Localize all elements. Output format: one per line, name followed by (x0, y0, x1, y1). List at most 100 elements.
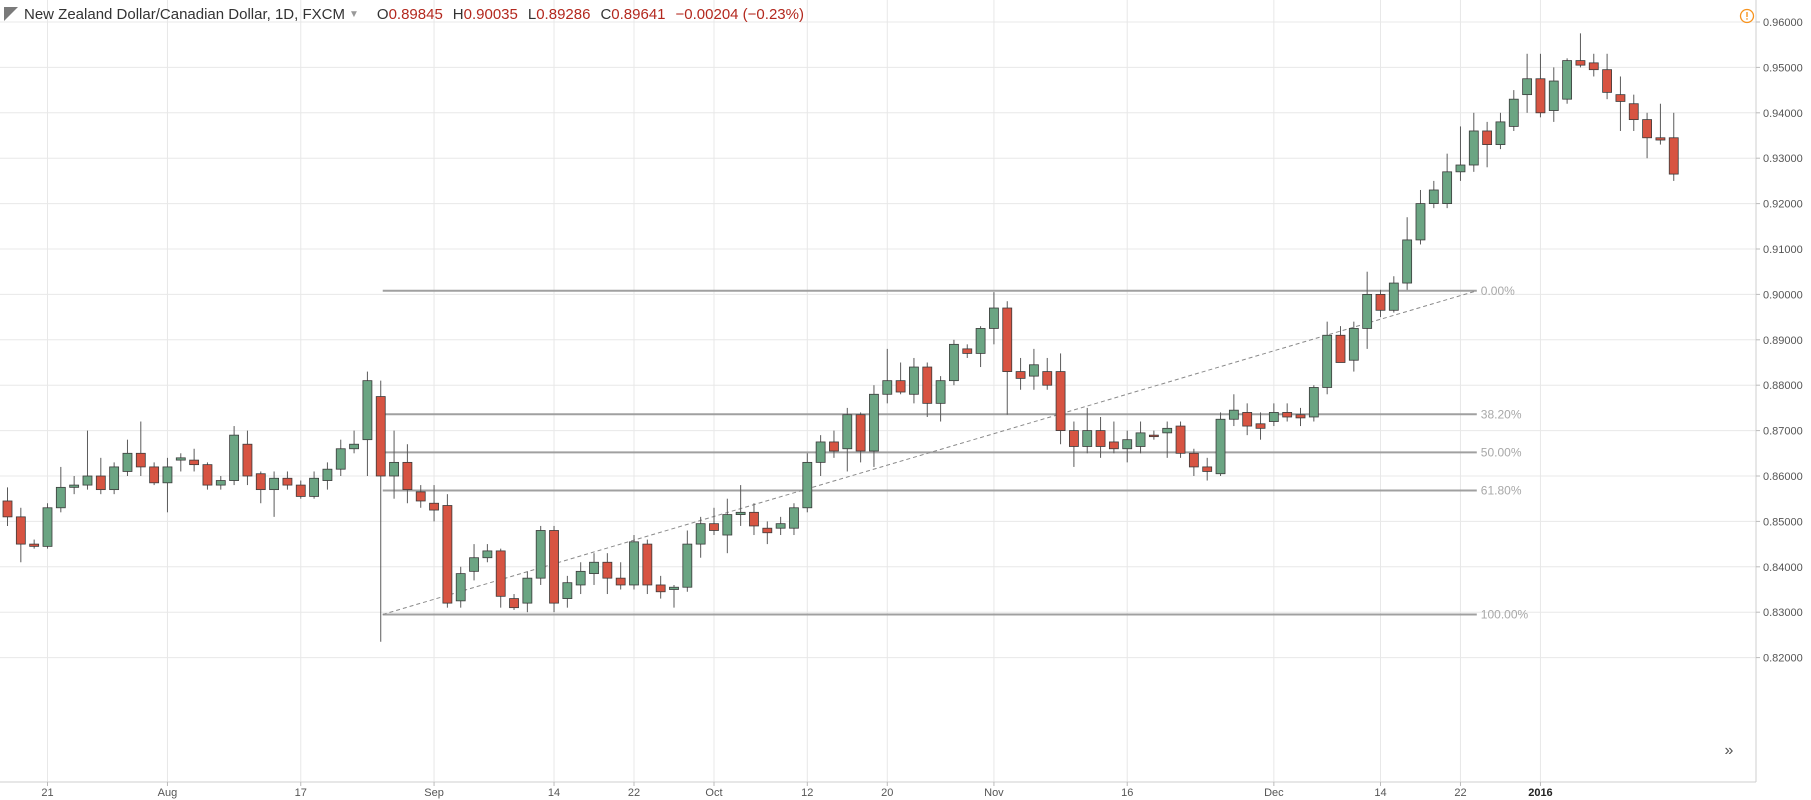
candle-body (122, 452, 133, 472)
candle-up (122, 439, 133, 476)
candle-body (1002, 307, 1013, 372)
candle-down (415, 485, 426, 508)
candle-body (322, 468, 333, 481)
candle-body (1055, 371, 1066, 431)
candle-body (455, 573, 466, 602)
candle-body (1242, 412, 1253, 427)
candle-down (1482, 121, 1493, 168)
candle-body (549, 530, 559, 604)
time-tick-label: 14 (548, 787, 560, 799)
time-tick-label: 16 (1121, 787, 1133, 799)
candle-up (69, 476, 80, 495)
price-axis[interactable]: 0.82000 0.83000 0.84000 0.85000 0.86000 0.870… (1756, 17, 1803, 665)
price-tick-label: 0.94000 (1763, 108, 1803, 120)
candle-down (149, 462, 160, 486)
candle-down (655, 575, 666, 599)
candle-body (1202, 466, 1213, 472)
candle-up (1548, 67, 1559, 122)
candle-body (1162, 427, 1173, 434)
candle-up (682, 530, 693, 592)
candle-body (229, 434, 240, 481)
candle-down (549, 525, 559, 613)
candle-body (722, 514, 733, 536)
time-tick-label: 12 (801, 787, 813, 799)
candle-down (255, 471, 266, 504)
candle-up (1162, 421, 1173, 458)
candle-body (1348, 328, 1359, 361)
candle-body (1322, 334, 1333, 388)
ohlc-open: O0.89845 (376, 5, 443, 23)
candle-up (935, 376, 946, 422)
candle-up (949, 339, 959, 386)
fib-trend-line[interactable] (382, 290, 1477, 615)
candle-down (615, 562, 626, 590)
candle-up (775, 516, 786, 536)
candle-body (1628, 103, 1639, 121)
symbol-title[interactable]: New Zealand Dollar/Canadian Dollar, 1D, … (24, 5, 345, 23)
candle-up (362, 371, 373, 476)
candle-down (202, 462, 213, 490)
candle-body (1175, 425, 1186, 454)
time-tick-label: 22 (1454, 787, 1466, 799)
price-tick-label: 0.82000 (1763, 653, 1803, 665)
candle-up (735, 485, 746, 526)
scroll-to-realtime-button[interactable]: » (1716, 738, 1742, 764)
candle-body (802, 461, 813, 509)
candle-up (1562, 58, 1573, 104)
candle-down (402, 444, 413, 504)
candle-body (855, 414, 866, 452)
candle-body (1148, 434, 1159, 438)
candle-body (1562, 60, 1573, 100)
candle-down (442, 494, 453, 608)
candle-down (135, 421, 146, 476)
fib-level-label: 100.00% (1481, 607, 1529, 621)
candle-up (882, 348, 893, 404)
ohlc-close: C0.89641 (600, 5, 666, 23)
candle-body (709, 523, 719, 531)
candle-up (522, 571, 533, 613)
fib-level-label: 50.00% (1481, 445, 1522, 459)
candle-body (242, 443, 253, 477)
candle-up (1215, 412, 1226, 476)
candle-body (1615, 94, 1626, 102)
chevron-down-icon[interactable]: ▼ (348, 8, 359, 20)
candle-down (749, 503, 759, 536)
candle-down (1602, 53, 1612, 100)
candle-up (1322, 321, 1333, 395)
candle-down (95, 457, 106, 495)
time-axis[interactable]: 21 Aug 17 Sep 14 22 Oct 12 20 Nov 16 Dec 14 22 2016 (41, 782, 1553, 799)
price-tick-label: 0.89000 (1763, 335, 1803, 347)
candle-up (1402, 217, 1413, 290)
candle-up (909, 357, 919, 404)
candle-body (735, 511, 746, 515)
ohlc-change: −0.00204 (−0.23%) (675, 5, 804, 23)
candle-down (1069, 421, 1079, 467)
candle-up (869, 385, 879, 467)
candle-up (82, 430, 93, 490)
candle-down (1588, 53, 1599, 77)
alert-circle-icon[interactable] (1739, 8, 1755, 24)
collapse-arrow-icon[interactable] (4, 7, 18, 21)
candle-body (1255, 423, 1266, 429)
candle-body (335, 448, 346, 470)
fibonacci-retracement[interactable]: 0.00% 38.20% 50.00% 61.80% 100.00% (382, 284, 1529, 622)
candle-down (1575, 33, 1586, 68)
candle-down (895, 362, 906, 395)
candle-down (762, 521, 773, 545)
candle-up (1522, 53, 1533, 113)
candle-up (1228, 394, 1239, 427)
candle-body (749, 511, 759, 527)
candle-body (1335, 334, 1346, 363)
candle-down (602, 553, 613, 595)
candle-up (1455, 126, 1466, 181)
candle-body (695, 523, 706, 545)
candle-down (1655, 103, 1666, 145)
candle-up (309, 471, 319, 499)
candle-body (295, 484, 306, 497)
candle-body (309, 477, 319, 497)
candle-down (15, 507, 26, 563)
candle-up (1029, 348, 1039, 390)
candle-body (615, 577, 626, 586)
candle-body (402, 461, 413, 491)
